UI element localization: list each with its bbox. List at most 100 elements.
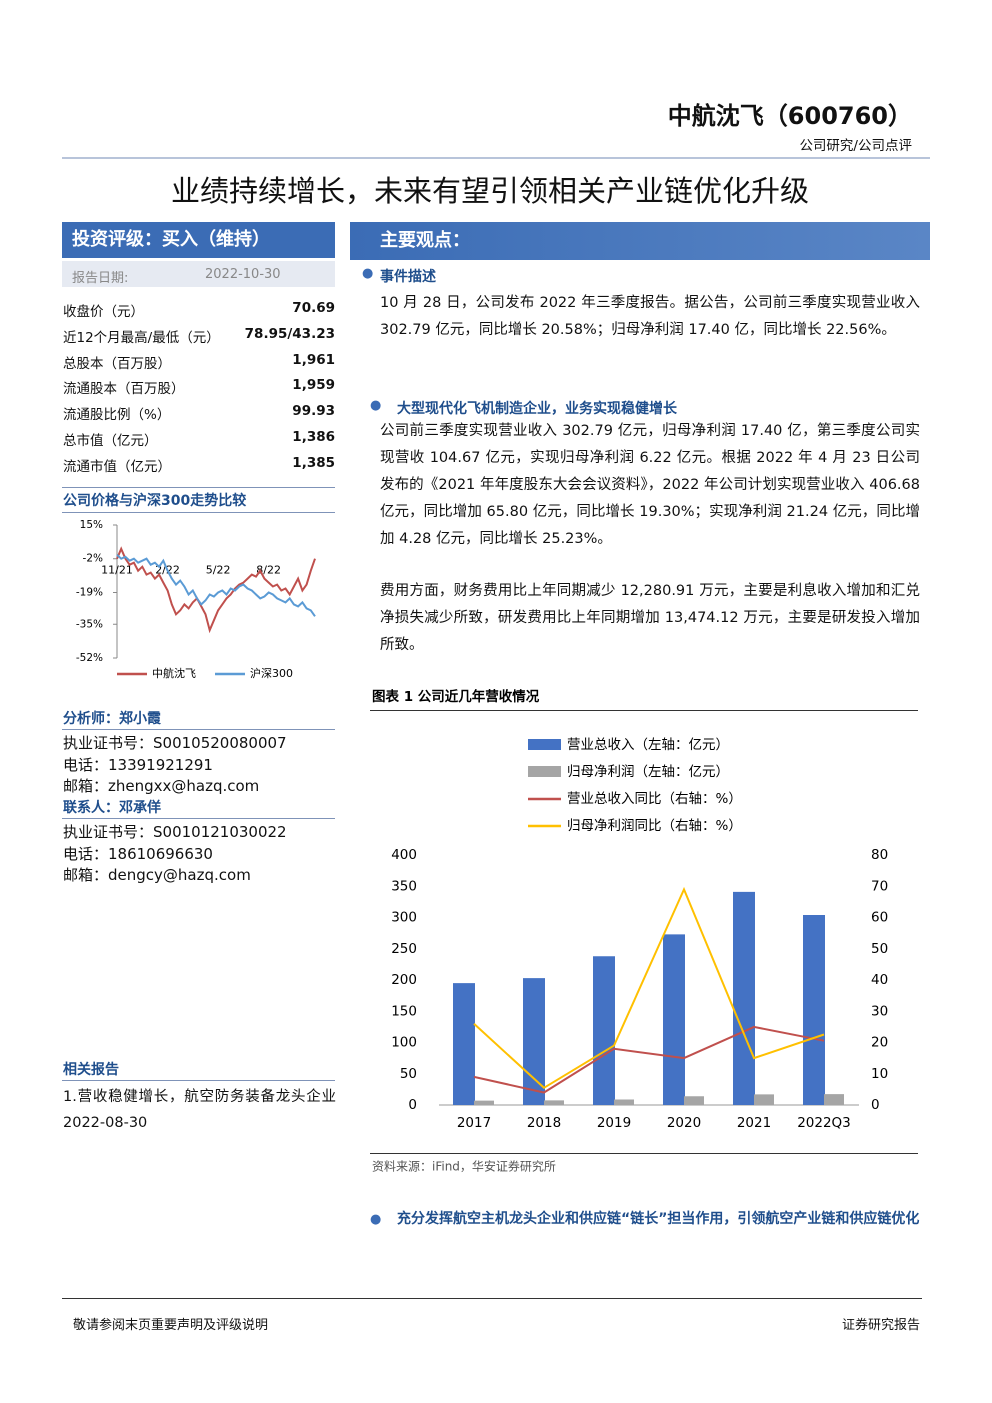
x-tick-label: 2021	[737, 1115, 771, 1131]
y-tick-label: 0	[408, 1097, 417, 1113]
bar	[474, 1100, 494, 1105]
bar	[663, 934, 685, 1105]
y-tick-label: 100	[391, 1035, 417, 1051]
y-tick-label: -19%	[76, 586, 103, 598]
y-tick-label: 150	[391, 1003, 417, 1019]
company: 中航沈飞（600760）	[667, 102, 912, 130]
rule	[62, 818, 335, 819]
legend-label: 沪深300	[250, 666, 293, 680]
bar	[544, 1100, 564, 1105]
legend-label: 归母净利润同比（右轴：%）	[567, 817, 742, 834]
contact-heading: 联系人：邓承佯	[63, 800, 161, 816]
date: 2022-10-30	[205, 267, 281, 282]
x-tick-label: 2020	[667, 1115, 701, 1131]
rule	[62, 1298, 922, 1299]
x-tick-label: 2018	[527, 1115, 561, 1131]
metric-row: 流通股本（百万股） 1,959	[63, 377, 335, 397]
series-line	[473, 1025, 825, 1094]
metric-label: 流通股本（百万股）	[63, 381, 185, 398]
bar	[733, 891, 755, 1105]
legend-label: 营业总收入（左轴：亿元）	[567, 737, 729, 753]
legend-label: 归母净利润（左轴：亿元）	[567, 763, 729, 780]
rule	[370, 710, 918, 711]
y-tick-label: -52%	[76, 652, 103, 664]
bullet: ●	[370, 1212, 382, 1227]
metric-row: 总股本（百万股） 1,961	[63, 352, 335, 372]
y2-tick-label: 20	[871, 1035, 888, 1051]
metric-row: 总市值（亿元） 1,386	[63, 429, 335, 449]
legend-swatch	[528, 766, 561, 777]
date-label: 报告日期:	[72, 271, 129, 286]
bar	[453, 983, 475, 1105]
line: 邮箱：zhengxx@hazq.com	[63, 777, 260, 795]
bar	[593, 956, 615, 1105]
line: 邮箱：dengcy@hazq.com	[63, 866, 251, 884]
x-tick-label: 2017	[457, 1115, 491, 1131]
y-tick-label: -35%	[76, 618, 103, 630]
y2-tick-label: 10	[871, 1066, 888, 1082]
category: 公司研究/公司点评	[799, 138, 912, 154]
y2-tick-label: 70	[871, 878, 888, 894]
bullet: ●	[362, 266, 374, 281]
x-tick-label: 2022Q3	[797, 1115, 851, 1131]
main-heading: 主要观点：	[350, 222, 930, 260]
y-tick-label: 300	[391, 910, 417, 926]
related-item: 1.营收稳健增长，航空防务装备龙头企业 2022-08-30	[63, 1089, 336, 1131]
y2-tick-label: 60	[871, 910, 888, 926]
paragraph: 公司前三季度实现营业收入 302.79 亿元，归母净利润 17.40 亿，第三季…	[380, 423, 920, 547]
title: 业绩持续增长，未来有望引领相关产业链优化升级	[170, 174, 809, 208]
metric-label: 总市值（亿元）	[63, 433, 158, 449]
metric-label: 流通市值（亿元）	[63, 458, 171, 475]
section-heading: 大型现代化飞机制造企业，业务实现稳健增长	[397, 401, 677, 417]
section-heading: 事件描述	[380, 269, 436, 285]
contact-lines: 执业证书号：S0010121030022 电话：18610696630 邮箱：den…	[63, 822, 287, 887]
y-tick-label: -2%	[83, 553, 103, 565]
paragraph: 10 月 28 日，公司发布 2022 年三季度报告。据公告，公司前三季度实现营…	[380, 295, 920, 338]
y-tick-label: 15%	[80, 519, 103, 531]
metric-label: 流通股比例（%）	[63, 407, 171, 424]
rating: 投资评级：买入（维持）	[62, 222, 335, 258]
y2-tick-label: 40	[871, 972, 888, 988]
y-tick-label: 400	[391, 847, 417, 863]
rule	[62, 512, 335, 513]
analyst-lines: 执业证书号：S0010520080007 电话：13391921291 邮箱：zhe…	[63, 733, 287, 798]
rule	[62, 1080, 335, 1081]
metric-label: 总股本（百万股）	[63, 355, 171, 372]
footer-left: 敬请参阅末页重要声明及评级说明	[73, 1318, 269, 1333]
bar	[614, 1099, 634, 1105]
line: 电话：18610696630	[63, 844, 213, 863]
y-tick-label: 50	[400, 1066, 417, 1082]
y-tick-label: 350	[391, 878, 417, 894]
bar	[754, 1094, 774, 1105]
metric-value: 1,386	[292, 429, 335, 445]
legend-label: 营业总收入同比（右轴：%）	[567, 791, 742, 807]
analyst-heading: 分析师：郑小霞	[63, 711, 161, 727]
rule	[62, 729, 335, 730]
metric-value: 78.95/43.23	[244, 325, 335, 342]
metric-row: 流通股比例（%） 99.93	[63, 403, 335, 423]
metric-value: 1,385	[292, 454, 335, 471]
metric-value: 1,961	[292, 351, 335, 368]
y2-tick-label: 50	[871, 941, 888, 957]
metric-value: 70.69	[292, 300, 335, 316]
legend-swatch	[528, 739, 561, 750]
metric-value: 99.93	[292, 403, 335, 420]
rule	[62, 157, 930, 159]
section-heading: 充分发挥航空主机龙头企业和供应链“链长”担当作用，引领航空产业链和供应链优化	[397, 1211, 920, 1227]
y2-tick-label: 0	[871, 1097, 880, 1113]
series-line	[116, 554, 316, 617]
source: 资料来源：iFind，华安证券研究所	[372, 1159, 556, 1174]
paragraph: 费用方面，财务费用比上年同期减少 12,280.91 万元，主要是利息收入增加和…	[380, 583, 920, 653]
bullet: ●	[370, 398, 382, 413]
bar	[803, 915, 825, 1105]
x-tick-label: 2019	[597, 1115, 631, 1131]
x-tick-label: 11/21	[101, 564, 133, 577]
rule	[62, 487, 335, 488]
legend-label: 中航沈飞	[152, 666, 196, 680]
chart-title: 公司价格与沪深300走势比较	[63, 492, 246, 509]
line: 执业证书号：S0010121030022	[63, 823, 287, 841]
metric-label: 近12个月最高/最低（元）	[63, 329, 220, 346]
y2-tick-label: 80	[871, 847, 888, 863]
